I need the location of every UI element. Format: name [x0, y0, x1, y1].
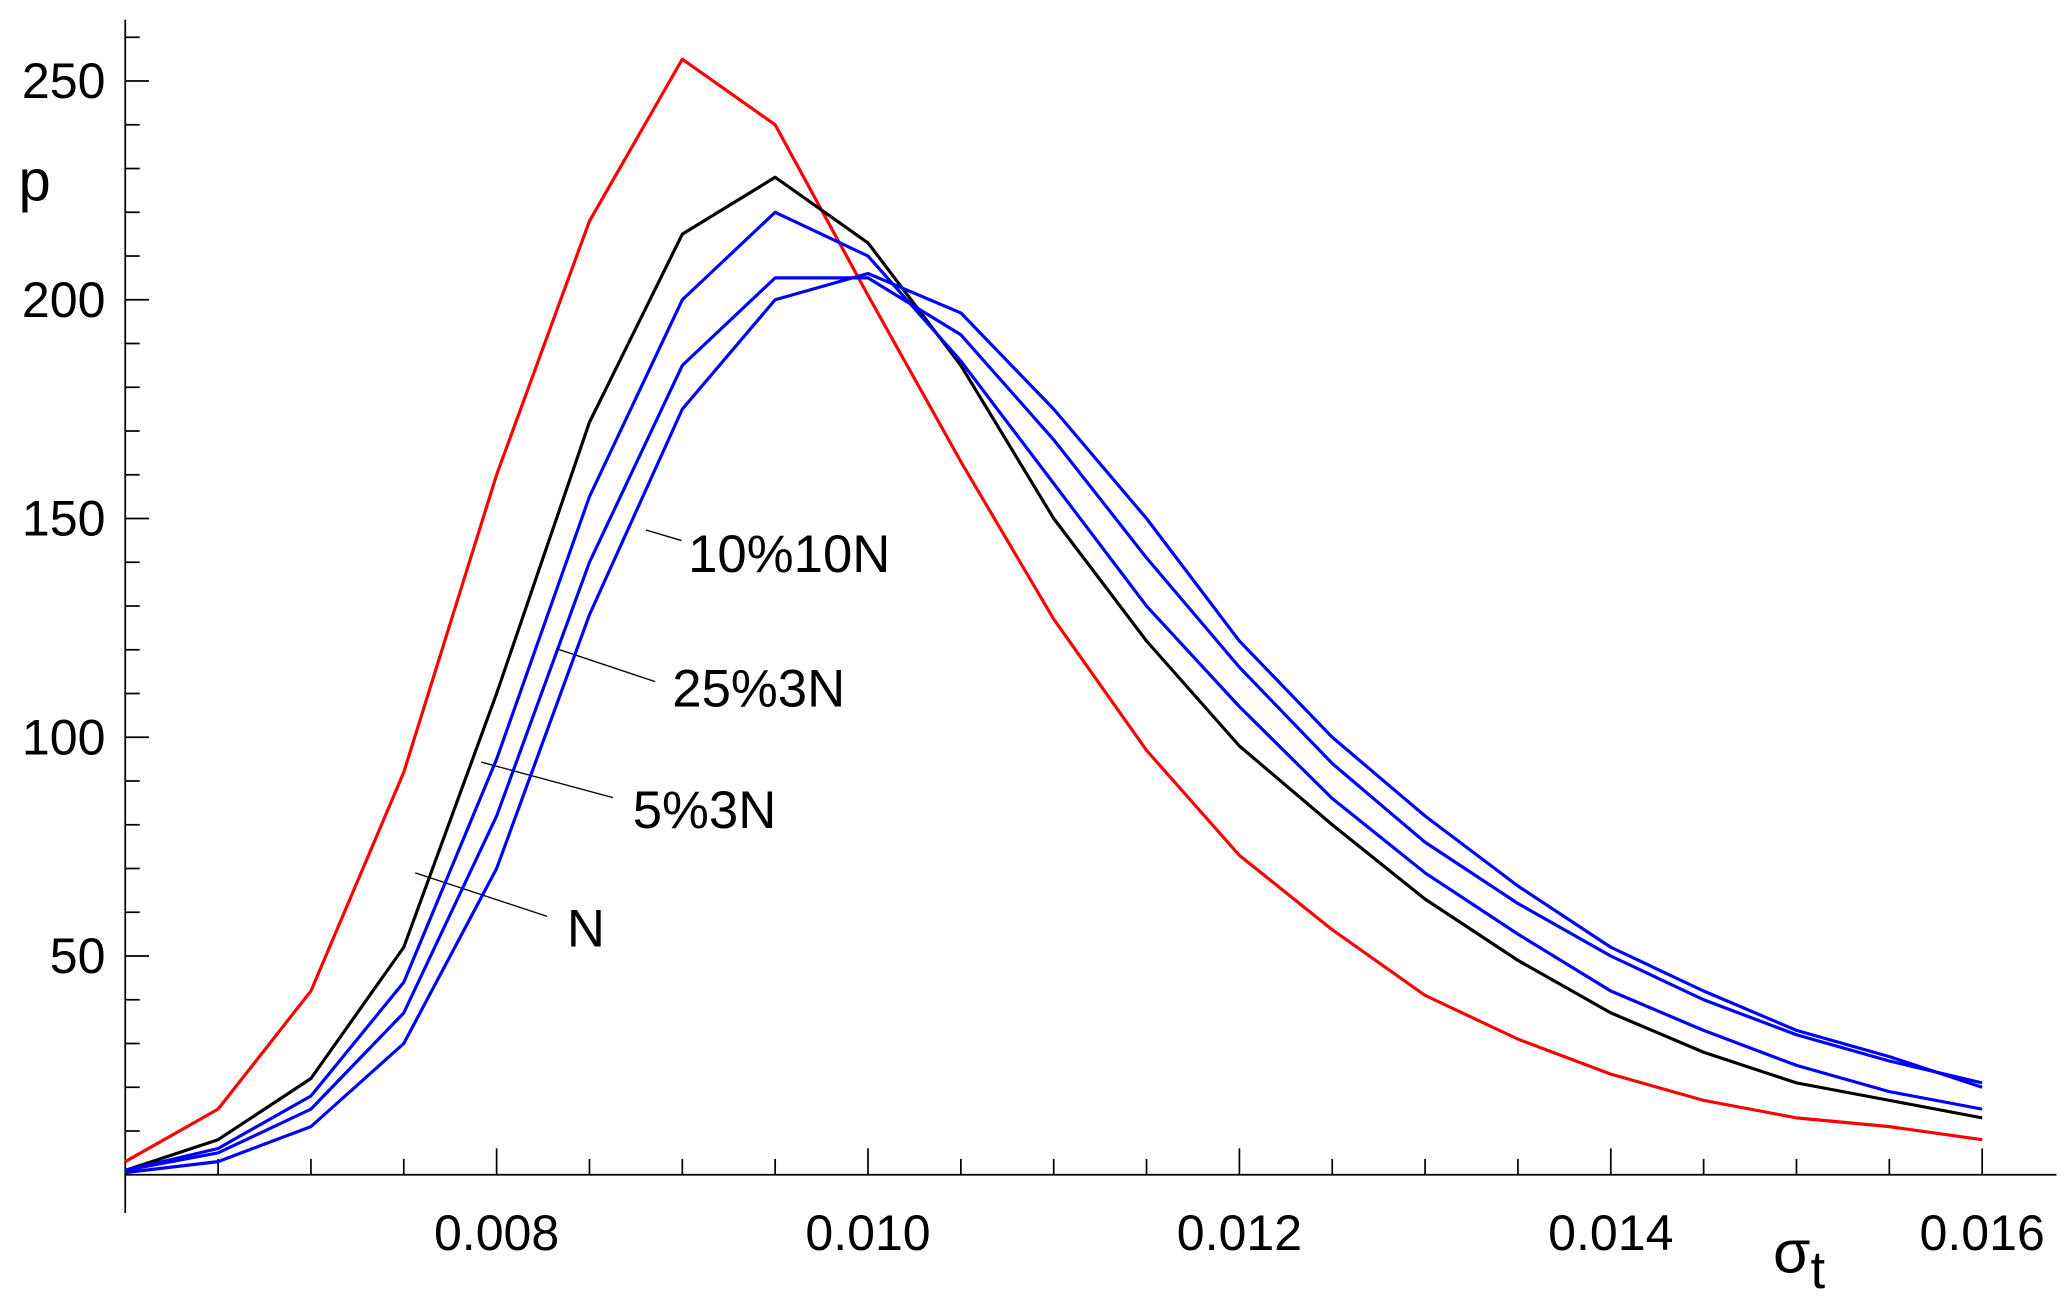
y-tick-label: 50 [50, 928, 106, 984]
x-axis-label-subscript: t [1810, 1241, 1825, 1300]
y-tick-label: 200 [22, 272, 106, 328]
x-axis-label-symbol: σ [1773, 1217, 1810, 1285]
annotation-leader [645, 529, 682, 542]
series-annotation: 10%10N [688, 525, 890, 584]
series-annotation: 25%3N [672, 660, 845, 719]
series-annotation: 5%3N [633, 781, 777, 840]
y-axis-label: p [18, 148, 50, 213]
x-tick-label: 0.016 [1920, 1205, 2045, 1261]
series-annotation: N [567, 900, 605, 959]
annotation-leader [556, 648, 656, 683]
series-line [124, 57, 1983, 1164]
y-tick-label: 150 [22, 491, 106, 547]
y-tick-label: 250 [22, 53, 106, 109]
x-tick-label: 0.008 [434, 1205, 559, 1261]
x-tick-label: 0.014 [1548, 1205, 1673, 1261]
series-line [124, 175, 1983, 1172]
y-tick-label: 100 [22, 709, 106, 765]
x-axis-label: σt [1773, 1217, 1825, 1300]
series-line [124, 276, 1983, 1172]
x-tick-label: 0.012 [1177, 1205, 1302, 1261]
series-line [125, 271, 1983, 1175]
series-line [124, 210, 1983, 1172]
annotation-leader [480, 761, 614, 799]
x-tick-label: 0.010 [805, 1205, 930, 1261]
